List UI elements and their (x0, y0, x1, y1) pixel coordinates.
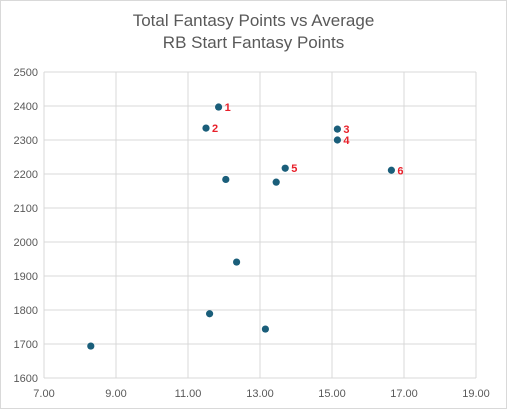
data-points: 12 345 6 (87, 102, 404, 350)
x-tick-label: 17.00 (390, 388, 418, 400)
y-tick-label: 2000 (14, 237, 38, 249)
y-tick-label: 1800 (14, 305, 38, 317)
data-point-label: 1 (225, 102, 231, 114)
axis-tick-labels: 1600 1700 1800 1900 2000 2100 2200 2300 2400 2500… (14, 67, 490, 400)
data-point-label: 5 (291, 163, 297, 175)
data-point (272, 178, 280, 186)
chart-title-line1: Total Fantasy Points vs Average (132, 11, 375, 30)
x-tick-label: 11.00 (175, 388, 202, 400)
data-point-label: 6 (397, 165, 403, 177)
data-point-label: 2 (212, 123, 218, 135)
chart-title: Total Fantasy Points vs Average RB Start… (0, 10, 507, 54)
data-point (233, 258, 241, 266)
data-point (281, 164, 289, 172)
data-point (222, 175, 230, 184)
x-tick-label: 15.00 (318, 388, 346, 400)
x-tick-label: 7.00 (33, 388, 54, 400)
y-tick-label: 2200 (14, 169, 38, 181)
data-point (215, 103, 223, 111)
grid-lines (43, 71, 477, 379)
y-tick-label: 1900 (14, 271, 38, 283)
data-point (206, 310, 214, 318)
x-tick-label: 19.00 (462, 388, 490, 400)
y-tick-label: 2300 (14, 135, 38, 147)
y-tick-label: 1700 (14, 339, 38, 351)
data-point (387, 166, 395, 174)
data-point (202, 124, 210, 132)
data-point-label: 4 (343, 135, 350, 147)
data-point (333, 125, 341, 133)
x-tick-label: 9.00 (105, 388, 126, 400)
data-point (261, 325, 269, 333)
y-tick-label: 2100 (14, 203, 38, 215)
y-tick-label: 1600 (14, 373, 38, 385)
data-point (333, 136, 341, 144)
data-point (87, 342, 95, 350)
y-tick-label: 2400 (14, 101, 38, 113)
data-point-label: 3 (343, 124, 349, 136)
y-tick-label: 2500 (14, 67, 38, 79)
x-tick-label: 13.00 (246, 388, 274, 400)
chart-title-line2: RB Start Fantasy Points (162, 33, 345, 52)
